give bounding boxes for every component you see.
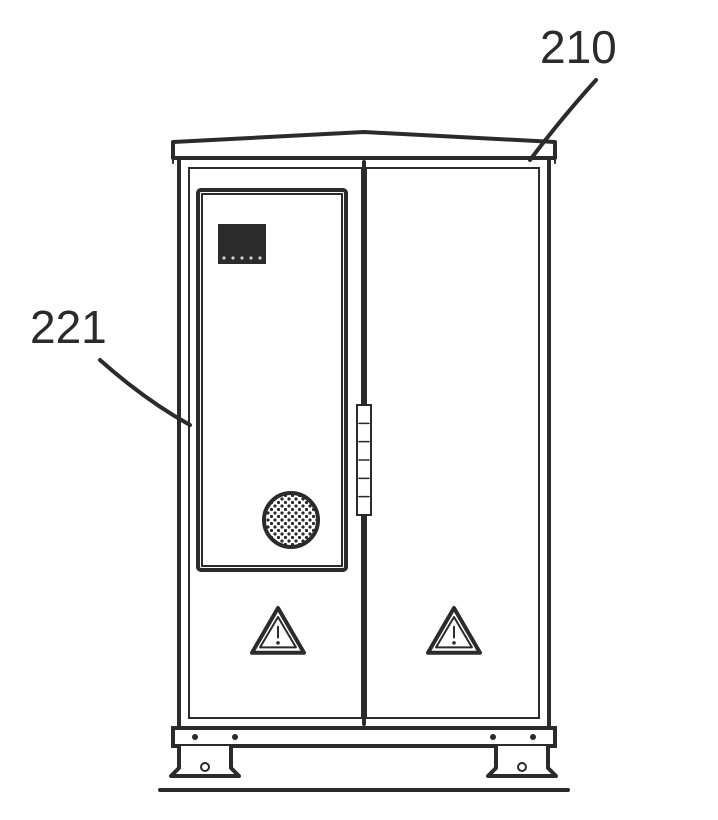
callout-label-221: 221 [30, 300, 107, 354]
callout-label-210: 210 [540, 20, 617, 74]
diagram-stage: 210 221 [0, 0, 718, 820]
cabinet-drawing [0, 0, 718, 820]
